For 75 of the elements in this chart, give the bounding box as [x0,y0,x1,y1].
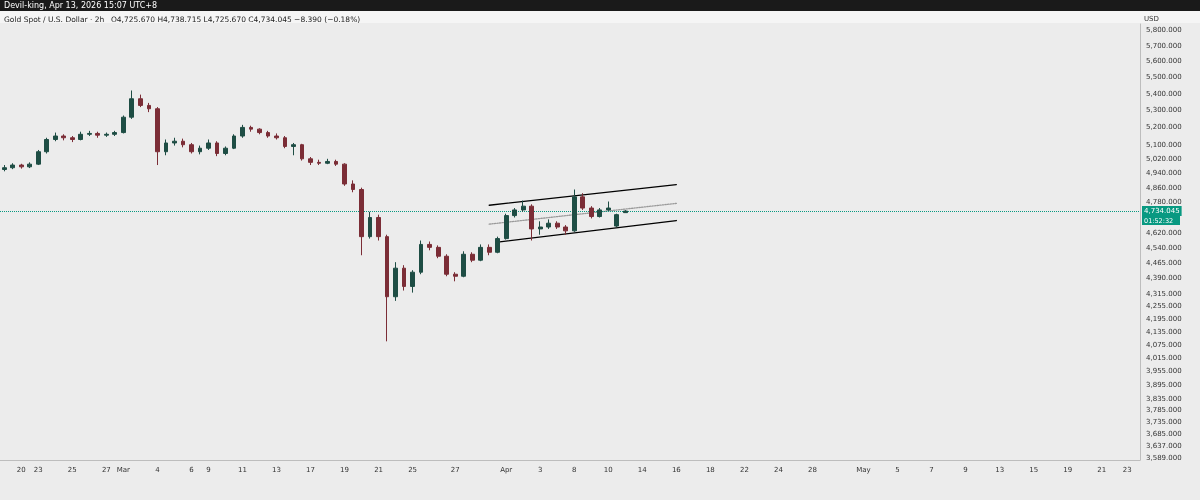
candlestick [240,124,245,139]
candlestick [291,142,296,156]
candlestick [546,218,551,230]
candlestick [181,138,185,148]
candlestick [359,187,364,256]
candlestick [27,161,32,169]
candlestick [44,137,49,154]
candlestick [215,140,219,157]
candlestick [189,142,194,154]
candlestick [249,125,253,133]
candlestick [300,143,304,162]
candlestick [129,90,134,120]
candlestick [87,130,92,137]
candlestick [393,261,398,302]
candlestick [198,145,202,155]
candlestick [512,207,517,218]
candlestick [325,158,330,165]
candlestick [206,138,211,151]
candlestick [147,102,151,113]
candlestick [36,149,41,166]
candlestick [19,163,24,170]
candlestick [606,201,611,212]
candlestick [504,213,509,241]
candlestick [410,269,415,294]
candlestick [572,188,577,233]
candlestick [10,162,15,170]
candlestick [283,135,287,149]
candlestick [61,133,66,141]
candlestick [308,156,313,166]
candlestick [70,135,75,143]
candlestick [529,203,534,242]
candlestick [2,164,7,172]
candlestick [444,253,449,277]
candlestick [53,132,58,142]
candlestick [478,243,483,262]
candlestick [155,106,160,166]
candlestick [487,243,492,256]
candlestick [95,131,100,139]
candlestick [614,213,619,228]
candlestick [334,159,338,167]
candlestick [223,145,228,156]
candlestick [342,162,347,187]
candlestick [232,133,236,150]
candlestick [521,200,526,213]
candlestick [78,131,83,141]
candlestick [138,94,143,108]
candlestick [555,220,560,230]
candlestick [453,271,458,282]
candlestick [257,127,262,135]
candlestick [164,138,168,156]
candlestick [368,211,372,240]
candlestick [266,130,270,139]
candlestick [470,251,475,263]
candlestick [385,234,389,342]
candlestick [376,214,381,242]
candlestick [461,250,466,278]
text: Devil-king, Apr 13, 2026 15:07 UTC+8 [4,0,158,10]
candlestick [121,115,126,134]
candlestick [538,220,543,236]
candlestick [104,132,109,138]
candlestick [589,205,594,219]
candlestick [172,137,177,147]
candlestick [317,159,321,166]
candlestick [436,244,441,259]
candlestick [112,130,117,137]
candlestick [623,209,628,214]
candlestick [274,132,279,140]
candlestick [351,179,355,193]
candlestick [419,240,423,275]
candlestick [563,224,568,236]
candlestick [427,241,432,251]
candlestick [597,207,602,218]
candlestick [495,236,500,254]
candlestick [402,264,406,292]
candlestick [580,192,585,211]
